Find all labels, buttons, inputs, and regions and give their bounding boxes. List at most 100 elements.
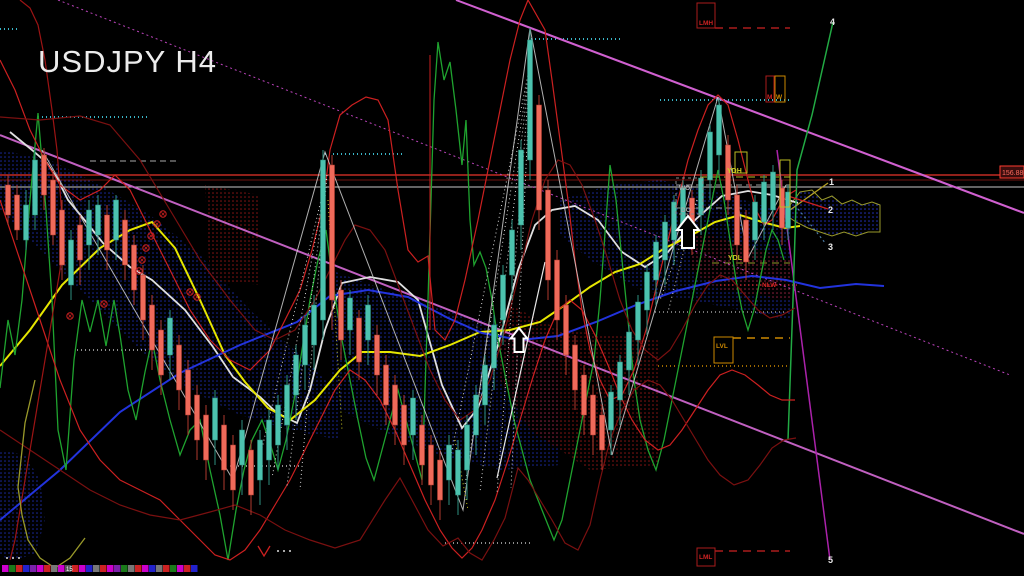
sell-dot-cross (149, 234, 153, 238)
signal-strip-segment (9, 565, 16, 572)
lmh-box (696, 2, 716, 29)
fan-dotted (496, 59, 532, 494)
signal-strip-segment (107, 565, 114, 572)
lml-box (696, 547, 716, 567)
candle-body (617, 361, 623, 401)
candle-body (590, 394, 596, 436)
candle-body (257, 439, 263, 481)
buy-arrow-small-icon (508, 326, 530, 353)
candle-body (500, 274, 506, 321)
sell-dot-icon (135, 267, 143, 275)
sell-dot-icon (186, 288, 194, 296)
candle-body (347, 297, 353, 331)
lvl-box (713, 336, 734, 364)
candle-body (221, 424, 227, 471)
candle-body (644, 271, 650, 311)
candle-body (536, 104, 542, 211)
label-lmh: LMH (699, 20, 713, 27)
candle-body (185, 369, 191, 416)
fan-dotted (479, 59, 532, 493)
week-open-box (774, 75, 786, 103)
signal-strip-segment (100, 565, 107, 572)
candle-body (167, 317, 173, 356)
olive-channel (17, 379, 86, 569)
line-to-3-steel (794, 204, 827, 245)
fan-dotted (659, 199, 698, 301)
signal-strip: 15 (2, 565, 198, 573)
signal-strip-segment (121, 565, 128, 572)
candle-body (635, 301, 641, 341)
candle-body (140, 274, 146, 321)
candle-body (320, 159, 326, 321)
candle-body (68, 239, 74, 286)
candle-body (266, 419, 272, 461)
green-line-to-4 (787, 21, 834, 441)
candle-body (743, 219, 749, 263)
candle-body (122, 219, 128, 266)
sell-dot-cross (137, 269, 141, 273)
candle-body (293, 354, 299, 396)
bear-cloud-right (690, 230, 790, 300)
white-dot (277, 550, 279, 552)
sell-dot-icon (138, 256, 146, 264)
candle-body (410, 397, 416, 436)
marker-boxes (675, 2, 791, 567)
candle-body (761, 181, 767, 223)
label-m: M (767, 94, 772, 101)
candle-body (770, 171, 776, 211)
candle-body (239, 429, 245, 466)
label-nlw: NLW (762, 282, 777, 289)
wo-do-box (675, 177, 704, 215)
sell-dot-icon (142, 244, 150, 252)
label-lvl: LVL (716, 343, 728, 350)
red-left-edge (9, 0, 64, 561)
candle-body (482, 364, 488, 406)
ma-blue (0, 274, 885, 521)
candle-body (752, 201, 758, 241)
candle-body (785, 191, 791, 229)
candle-body (563, 304, 569, 356)
candle-body (545, 189, 551, 281)
envelope-crimson-upper (0, 0, 797, 401)
candle-body (50, 179, 56, 236)
white-dot (12, 557, 14, 559)
signal-strip-segment (170, 565, 177, 572)
label-ydh: YDH (727, 168, 742, 175)
candle-body (662, 221, 668, 261)
candle-body (77, 224, 83, 261)
sell-dot-icon (66, 312, 74, 320)
candle-body (554, 259, 560, 321)
candle-body (392, 384, 398, 426)
candle-body (14, 194, 20, 231)
candle-body (473, 394, 479, 436)
sell-dot-cross (102, 302, 106, 306)
oscillator-green (0, 41, 785, 561)
candle-body (653, 241, 659, 281)
candle-body (356, 317, 362, 363)
label-lml: LML (699, 554, 712, 561)
red-check-mark (257, 545, 271, 558)
candle-body (149, 304, 155, 351)
fan-dotted (667, 199, 698, 313)
signal-strip-label: 15 (66, 567, 73, 573)
white-dot (289, 550, 291, 552)
signal-strip-segment (86, 565, 93, 572)
candle-body (455, 449, 461, 496)
candle-body (374, 334, 380, 376)
sell-dot-markers (6, 210, 291, 559)
candle-body (275, 404, 281, 446)
candle-body (419, 424, 425, 466)
signal-strip-segment (114, 565, 121, 572)
signal-arrows (508, 214, 702, 353)
candle-body (491, 324, 497, 369)
candle-body (248, 449, 254, 496)
candle-body (203, 414, 209, 461)
signal-strip-segment (93, 565, 100, 572)
candle-body (230, 444, 236, 491)
signal-strip-segment (30, 565, 37, 572)
candle-body (194, 394, 200, 441)
session-box-a (734, 151, 748, 174)
candle-body (176, 344, 182, 391)
wave-1: 1 (829, 177, 834, 187)
